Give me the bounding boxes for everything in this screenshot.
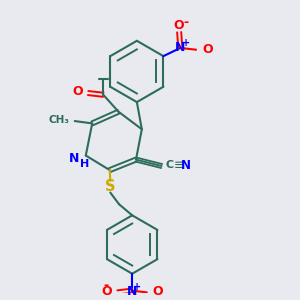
Text: N: N: [175, 41, 185, 54]
Text: N: N: [69, 152, 80, 165]
Text: +: +: [182, 38, 190, 48]
Text: O: O: [202, 43, 213, 56]
Text: O: O: [174, 19, 184, 32]
Text: CH₃: CH₃: [48, 115, 69, 125]
Text: N: N: [127, 285, 137, 298]
Text: S: S: [105, 178, 116, 194]
Text: -: -: [184, 16, 189, 29]
Text: H: H: [80, 159, 89, 169]
Text: N: N: [181, 159, 190, 172]
Text: +: +: [134, 282, 142, 292]
Text: -: -: [103, 280, 109, 292]
Text: O: O: [153, 285, 163, 298]
Text: ≡: ≡: [173, 159, 184, 172]
Text: O: O: [72, 85, 83, 98]
Text: C: C: [166, 160, 174, 170]
Text: O: O: [101, 285, 112, 298]
